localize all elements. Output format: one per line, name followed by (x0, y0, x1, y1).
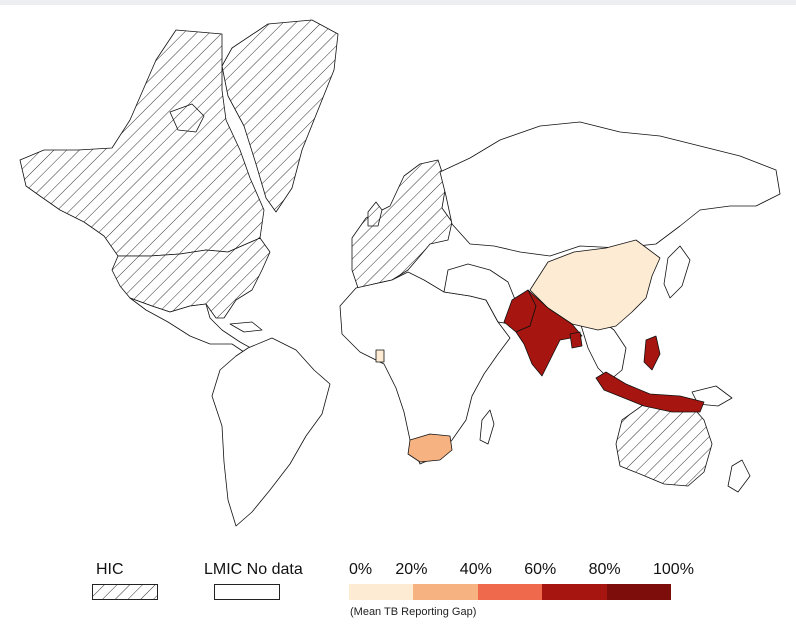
bangladesh (569, 331, 583, 349)
madagascar (479, 409, 495, 445)
new-zealand (727, 459, 751, 493)
africa (339, 271, 511, 465)
scale-tick-label: 80% (588, 561, 621, 578)
scale-tick-label: 20% (395, 561, 428, 578)
hic-label: HIC (96, 561, 124, 578)
greenland (221, 19, 339, 213)
colorbar-bin (606, 584, 672, 600)
south-america (211, 337, 331, 527)
russia (439, 121, 781, 257)
scale-tick-label: 60% (524, 561, 557, 578)
scale-title: (Mean TB Reporting Gap) (350, 606, 477, 618)
south-africa (407, 433, 453, 463)
hic-swatch (92, 584, 158, 600)
uk (367, 201, 383, 227)
japan (663, 245, 691, 299)
no-data-label: LMIC No data (204, 561, 303, 578)
scale-tick-label: 0% (349, 561, 373, 578)
philippines (643, 335, 661, 371)
indonesia (595, 371, 705, 413)
scale-tick-label: 40% (459, 561, 492, 578)
kenya (375, 349, 385, 363)
no-data-swatch (214, 584, 280, 600)
china (529, 239, 661, 331)
canada (19, 29, 265, 257)
scale-tick-label: 100% (653, 561, 694, 578)
colorbar-bin (413, 584, 478, 600)
caribbean (229, 321, 263, 333)
colorbar-bin (477, 584, 543, 600)
colorbar (349, 584, 672, 600)
mexico-central-america (129, 297, 259, 357)
arctic-islands (169, 103, 205, 133)
top-bar (0, 0, 796, 5)
colorbar-bin (542, 584, 607, 600)
colorbar-bin (349, 584, 414, 600)
europe (351, 159, 453, 289)
india (515, 289, 583, 377)
